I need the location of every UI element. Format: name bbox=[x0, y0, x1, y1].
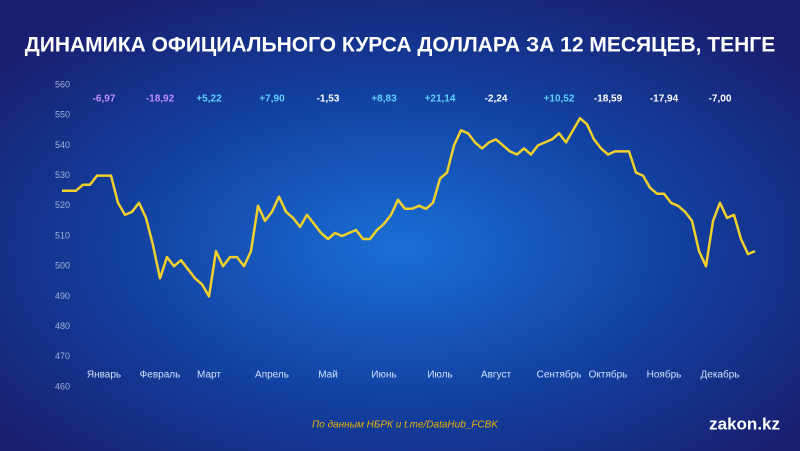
line bbox=[62, 116, 756, 298]
x-tick-label: Март bbox=[197, 370, 221, 381]
x-tick-label: Июнь bbox=[371, 370, 396, 381]
x-tick-label: Август bbox=[481, 370, 512, 381]
x-tick-label: Октябрь bbox=[589, 369, 628, 381]
y-tick-label: 550 bbox=[55, 110, 70, 120]
y-tick-label: 490 bbox=[55, 291, 70, 301]
x-tick-label: Январь bbox=[87, 370, 121, 381]
monthly-change: -1,53 bbox=[317, 94, 340, 105]
y-tick-label: 540 bbox=[55, 140, 70, 150]
x-tick-label: Ноябрь bbox=[647, 369, 682, 381]
x-tick-label: Февраль bbox=[140, 370, 181, 381]
monthly-change: -17,94 bbox=[650, 94, 679, 105]
x-tick-label: Декабрь bbox=[701, 369, 740, 381]
monthly-change: -18,92 bbox=[146, 94, 175, 105]
x-tick-label: Май bbox=[318, 370, 338, 381]
y-tick-label: 530 bbox=[55, 170, 70, 180]
y-tick-label: 480 bbox=[55, 321, 70, 331]
monthly-change: +5,22 bbox=[196, 94, 222, 105]
y-tick-label: 460 bbox=[55, 381, 70, 391]
y-tick-label: 560 bbox=[55, 79, 70, 89]
monthly-change: +10,52 bbox=[544, 94, 575, 105]
monthly-change: +7,90 bbox=[259, 94, 285, 105]
x-tick-label: Сентябрь bbox=[537, 369, 582, 381]
y-tick-label: 520 bbox=[55, 200, 70, 210]
x-tick-label: Июль bbox=[427, 370, 453, 381]
chart-title: ДИНАМИКА ОФИЦИАЛЬНОГО КУРСА ДОЛЛАРА ЗА 1… bbox=[25, 34, 775, 57]
monthly-change: -18,59 bbox=[594, 94, 623, 105]
x-tick-label: Апрель bbox=[255, 370, 289, 381]
source: По данным НБРК и t.me/DataHub_FCBK bbox=[312, 420, 499, 431]
monthly-change: +21,14 bbox=[425, 94, 456, 105]
y-tick-label: 470 bbox=[55, 351, 70, 361]
y-tick-label: 500 bbox=[55, 261, 70, 271]
monthly-change: -2,24 bbox=[485, 94, 508, 105]
monthly-change: -7,00 bbox=[709, 94, 732, 105]
monthly-change: +8,83 bbox=[371, 94, 397, 105]
y-tick-label: 510 bbox=[55, 230, 70, 240]
monthly-change: -6,97 bbox=[93, 94, 116, 105]
brand: zakon.kz bbox=[709, 414, 780, 433]
